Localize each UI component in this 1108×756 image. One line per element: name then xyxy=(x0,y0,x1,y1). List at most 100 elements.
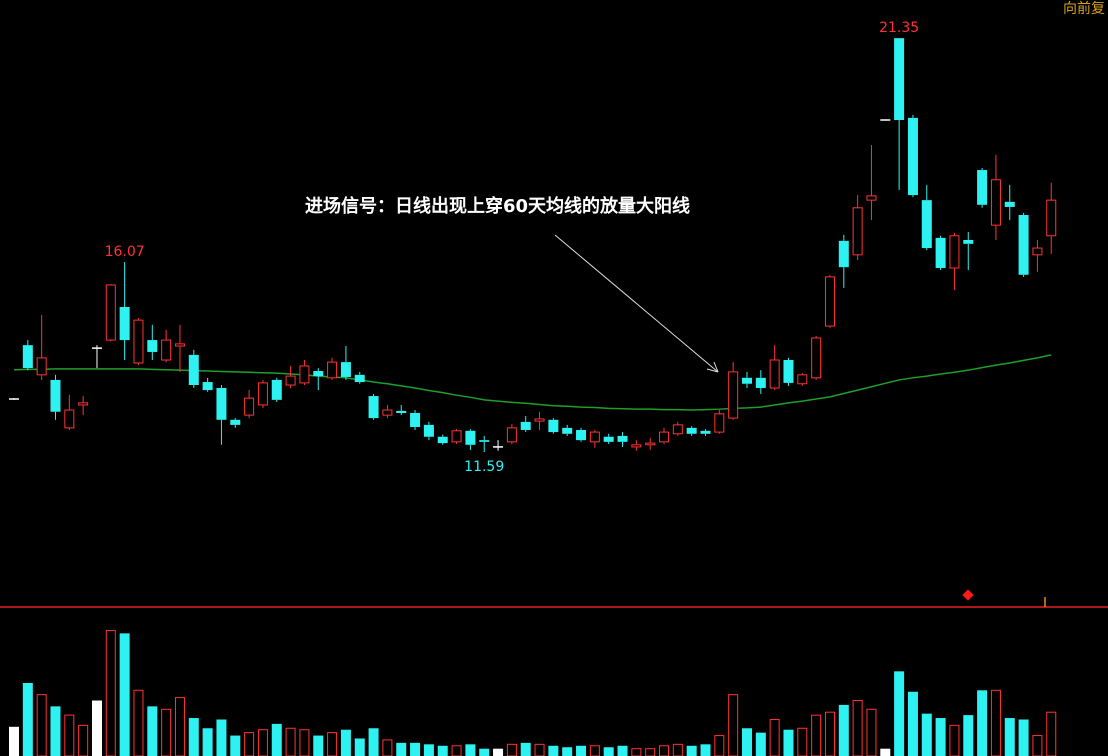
volume-bar xyxy=(382,739,393,756)
candle-body xyxy=(36,357,47,376)
volume-bar xyxy=(271,723,282,756)
volume-bar xyxy=(659,745,670,756)
volume-bar xyxy=(548,745,559,756)
volume-bar xyxy=(755,732,766,756)
candle-body xyxy=(147,340,158,352)
candle-body xyxy=(313,371,324,377)
volume-bar xyxy=(866,708,877,756)
candle-body xyxy=(423,424,434,437)
volume-bar xyxy=(327,732,338,756)
candle-body xyxy=(437,436,448,444)
candle-body xyxy=(755,377,766,388)
volume-bar xyxy=(410,742,421,756)
candle-body xyxy=(728,371,739,419)
volume-bar xyxy=(340,729,351,756)
volume-bar xyxy=(36,694,47,756)
volume-bar xyxy=(811,714,822,756)
volume-bar xyxy=(285,727,296,756)
candle-body xyxy=(589,431,600,443)
volume-bar xyxy=(686,745,697,756)
volume-bar xyxy=(9,726,19,756)
volume-bar xyxy=(1004,718,1015,756)
candle-body xyxy=(990,179,1001,226)
annotation: 进场信号：日线出现上穿60天均线的放量大阳线 xyxy=(305,195,690,217)
candle-body xyxy=(838,240,849,268)
candle-body xyxy=(50,379,61,412)
volume-bar xyxy=(257,729,268,756)
volume-bar xyxy=(50,706,61,756)
candle-body xyxy=(479,440,490,442)
volume-bar xyxy=(741,728,752,756)
candle-body xyxy=(354,374,365,383)
volume-bar xyxy=(631,748,642,756)
candle-body xyxy=(921,200,932,249)
candle-body xyxy=(230,419,241,425)
candle-body xyxy=(382,409,393,416)
volume-bar xyxy=(437,745,448,756)
volume-bar xyxy=(119,633,130,756)
candle-body xyxy=(548,419,559,433)
candle-body xyxy=(105,284,116,341)
volume-bar xyxy=(161,708,172,756)
volume-bar xyxy=(714,735,725,756)
volume-bar xyxy=(700,744,711,756)
candle-body xyxy=(811,337,822,379)
candle-body xyxy=(907,117,918,196)
volume-bar xyxy=(797,727,808,756)
volume-bar xyxy=(78,724,89,756)
volume-bar xyxy=(617,745,628,756)
volume-bar xyxy=(174,697,185,756)
volume-bar xyxy=(188,718,199,756)
volume-bar xyxy=(728,694,739,756)
volume-bar xyxy=(603,747,614,756)
candle-body xyxy=(741,377,752,384)
volume-bar xyxy=(783,729,794,756)
candle-body xyxy=(216,387,227,420)
volume-bar xyxy=(105,629,116,756)
volume-bar xyxy=(520,742,531,756)
candle-body xyxy=(672,424,683,435)
volume-bar xyxy=(645,748,656,756)
candle-body xyxy=(451,430,462,443)
candle-body xyxy=(866,195,877,201)
volume-bar xyxy=(133,689,144,756)
candle-body xyxy=(133,319,144,364)
candle-body xyxy=(188,354,199,386)
annotation-arrow xyxy=(554,234,719,373)
candle-body xyxy=(894,38,905,120)
candle-body xyxy=(824,276,835,327)
volume-bar xyxy=(894,671,905,756)
candle-body xyxy=(631,444,642,448)
candle-body xyxy=(119,306,130,341)
candle-body xyxy=(285,375,296,386)
candle-body xyxy=(977,170,988,205)
candle-body xyxy=(935,237,946,268)
volume-bar xyxy=(396,742,407,756)
volume-bar xyxy=(880,748,891,756)
candle-body xyxy=(603,436,614,442)
candle-body xyxy=(1046,199,1057,237)
candle-body xyxy=(852,207,863,256)
volume-bar xyxy=(299,729,310,756)
candle-body xyxy=(396,410,407,414)
volume-bar xyxy=(949,724,960,756)
candle-body xyxy=(686,427,697,434)
volume-bar xyxy=(423,744,434,756)
candle-body xyxy=(520,421,531,430)
volume-bar xyxy=(216,719,227,756)
volume-bar xyxy=(990,689,1001,756)
volume-bar xyxy=(977,690,988,756)
volume-bar xyxy=(963,715,974,756)
candle-body xyxy=(202,382,213,391)
signal-marker xyxy=(962,589,974,601)
volume-bar xyxy=(202,728,213,756)
volume-bar xyxy=(769,719,780,756)
volume-bar xyxy=(672,743,683,756)
extreme-label: 16.07 xyxy=(105,244,145,260)
volume-bar xyxy=(354,738,365,756)
extreme-label: 11.59 xyxy=(464,459,504,475)
volume-bar xyxy=(479,748,490,756)
volume-bar xyxy=(493,748,504,756)
candle-body xyxy=(714,413,725,433)
